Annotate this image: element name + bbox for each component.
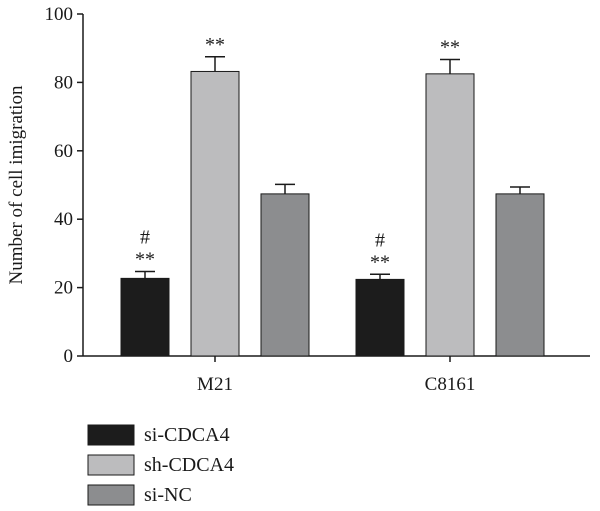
bar-si-CDCA4-M21	[120, 277, 170, 357]
significance-label: **	[135, 249, 155, 271]
y-tick-label: 40	[54, 209, 73, 230]
significance-label: #	[375, 229, 385, 251]
legend-swatch-si-NC	[87, 484, 135, 506]
y-tick-label: 80	[54, 72, 73, 93]
chart-bars	[120, 56, 545, 357]
x-tick-label: M21	[197, 374, 233, 395]
significance-label: **	[440, 36, 460, 58]
y-tick-label: 0	[64, 346, 74, 367]
significance-label: **	[205, 34, 225, 56]
bar-sh-CDCA4-C8161	[425, 73, 475, 357]
significance-label: #	[140, 227, 150, 249]
legend-swatch-sh-CDCA4	[87, 454, 135, 476]
legend-swatch-si-CDCA4	[87, 424, 135, 446]
chart-annotations: #****#****	[135, 34, 460, 274]
bar-si-NC-C8161	[495, 193, 545, 357]
legend-label: si-CDCA4	[144, 424, 230, 446]
legend-label: si-NC	[144, 484, 192, 506]
x-tick-label: C8161	[425, 374, 476, 395]
chart-axes: 0 20 40 60 80 100 Number of cell imigration M21…	[6, 4, 590, 395]
chart-legend: si-CDCA4 sh-CDCA4 si-NC	[87, 424, 234, 506]
bar-sh-CDCA4-M21	[190, 70, 240, 357]
y-tick-label: 20	[54, 278, 73, 299]
bar-si-NC-M21	[260, 193, 310, 357]
y-axis-title: Number of cell imigration	[6, 85, 27, 284]
significance-label: **	[370, 251, 390, 273]
y-tick-label: 60	[54, 141, 73, 162]
legend-label: sh-CDCA4	[144, 454, 234, 476]
bar-si-CDCA4-C8161	[355, 278, 405, 357]
y-tick-label: 100	[45, 4, 74, 25]
